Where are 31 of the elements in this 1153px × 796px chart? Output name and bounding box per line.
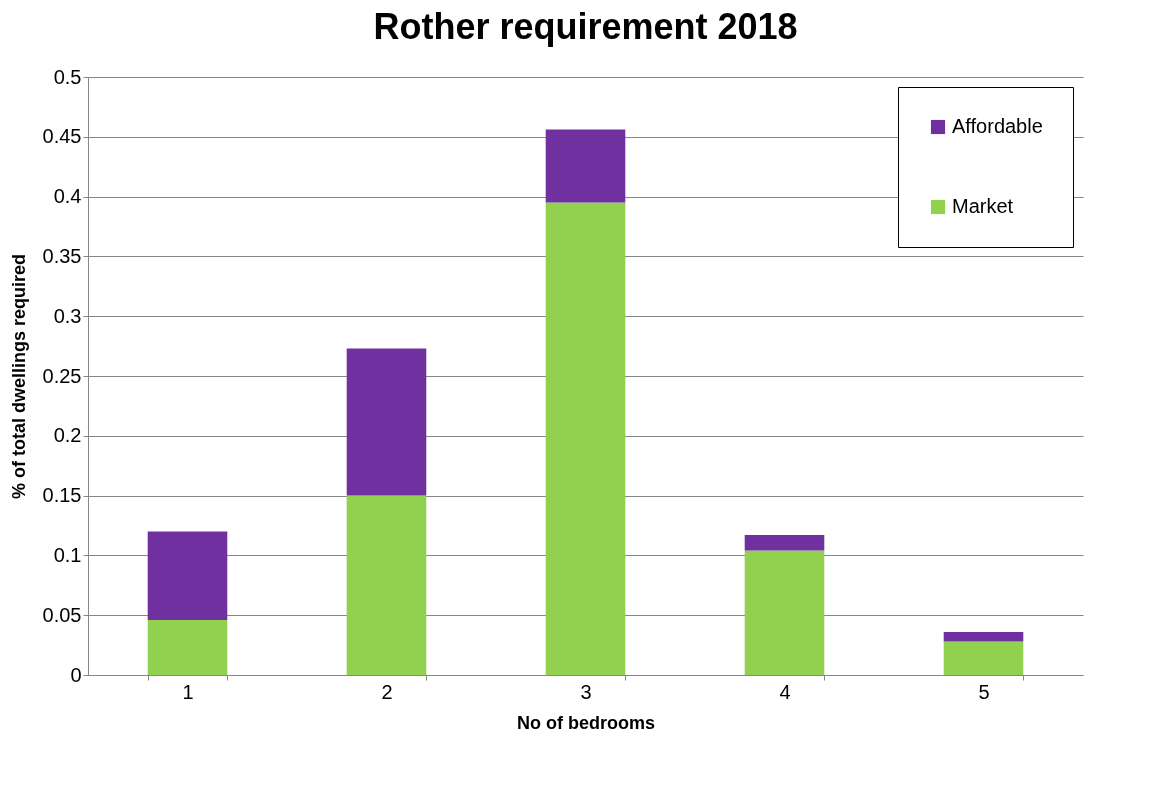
y-tick-label: 0.45: [42, 125, 82, 148]
y-tick-label: 0.25: [42, 364, 82, 387]
bar: [147, 619, 228, 675]
x-tick-label: 5: [978, 680, 990, 703]
bar: [744, 550, 825, 675]
y-tick-label: 0.15: [42, 484, 82, 507]
bar: [346, 348, 427, 496]
y-axis-title: % of total dwellings required: [8, 253, 29, 500]
y-tick-label: 0.4: [53, 185, 82, 208]
x-tick-label: 4: [779, 680, 791, 703]
x-tick-label: 3: [580, 680, 592, 703]
y-tick-label: 0.5: [53, 65, 82, 88]
x-tick-label: 1: [182, 680, 194, 703]
y-tick-label: 0.05: [42, 603, 82, 626]
y-tick-label: 0.2: [53, 424, 82, 447]
bar: [147, 531, 228, 620]
y-tick-label: 0.35: [42, 244, 82, 267]
bar: [545, 129, 626, 203]
legend-label: Affordable: [952, 115, 1043, 137]
bar: [346, 495, 427, 675]
y-tick-label: 0.3: [53, 304, 82, 327]
x-tick-label: 2: [381, 680, 393, 703]
y-tick-label: 0.1: [53, 543, 82, 566]
bar: [943, 631, 1024, 642]
bar: [744, 535, 825, 551]
x-axis-title: No of bedrooms: [517, 712, 655, 733]
bar: [943, 641, 1024, 675]
legend-label: Market: [952, 195, 1014, 217]
y-tick-label: 0: [70, 663, 82, 686]
chart-title: Rother requirement 2018: [373, 6, 798, 47]
bar: [545, 202, 626, 675]
